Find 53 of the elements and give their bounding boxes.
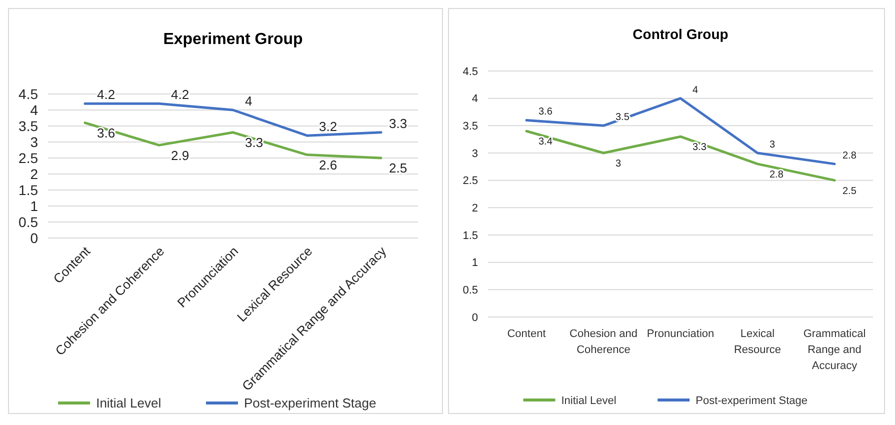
data-label: 2.8 [770, 169, 784, 180]
x-tick-label: Grammatical Range and Accuracy [803, 328, 866, 372]
y-tick-label: 3 [30, 134, 38, 150]
y-tick-label: 3 [472, 148, 478, 160]
x-tick-label: Content [507, 328, 546, 340]
data-label: 3.3 [692, 142, 707, 154]
y-tick-label: 2 [472, 202, 478, 215]
y-tick-label: 1 [472, 257, 478, 270]
data-label: 2.6 [319, 157, 338, 172]
line-series [525, 97, 836, 166]
legend-label: Post-experiment Stage [244, 396, 376, 411]
data-label: 3.6 [538, 106, 553, 118]
line-series [84, 122, 382, 160]
data-label: 4.2 [97, 87, 116, 102]
y-tick-label: 0 [472, 312, 478, 324]
y-tick-label: 1 [30, 198, 38, 214]
y-tick-label: 0.5 [462, 284, 478, 297]
data-label: 2.8 [842, 150, 857, 162]
data-label: 3.6 [97, 125, 116, 140]
data-label: 3 [770, 140, 776, 150]
data-label: 2.5 [842, 186, 857, 197]
y-tick-label: 3.5 [462, 120, 478, 133]
y-tick-label: 0 [30, 230, 38, 246]
data-label: 2.5 [389, 160, 408, 176]
x-tick-label: Lexical Resource [734, 328, 782, 356]
data-label: 3.2 [319, 119, 338, 134]
data-label: 4 [245, 94, 252, 109]
y-tick-label: 3.5 [18, 118, 38, 134]
data-label: 3 [616, 158, 622, 170]
y-tick-label: 2.5 [462, 175, 478, 188]
data-label: 3.4 [538, 136, 553, 148]
legend-label: Initial Level [561, 394, 616, 407]
y-tick-label: 4.5 [18, 86, 38, 102]
x-tick-label: Cohesion and Coherence [570, 328, 638, 356]
legend-label: Post-experiment Stage [696, 394, 808, 407]
x-tick-label: Pronunciation [646, 328, 714, 340]
y-tick-label: 1.5 [462, 230, 478, 242]
data-label: 3.3 [389, 116, 408, 131]
data-label: 3.3 [245, 134, 264, 150]
y-tick-label: 0.5 [18, 214, 38, 230]
y-tick-label: 1.5 [18, 182, 38, 198]
y-tick-label: 4 [472, 93, 478, 106]
chart-title: Experiment Group [163, 31, 304, 48]
y-tick-label: 4.5 [462, 66, 478, 78]
y-tick-label: 4 [30, 102, 38, 118]
chart-title: Control Group [632, 26, 728, 42]
y-tick-label: 2.5 [18, 150, 38, 166]
y-tick-label: 2 [30, 166, 38, 182]
data-label: 2.9 [171, 148, 190, 163]
data-label: 4 [692, 84, 698, 96]
legend-label: Initial Level [96, 396, 162, 411]
line-series [525, 130, 836, 182]
data-label: 4.2 [171, 87, 190, 102]
